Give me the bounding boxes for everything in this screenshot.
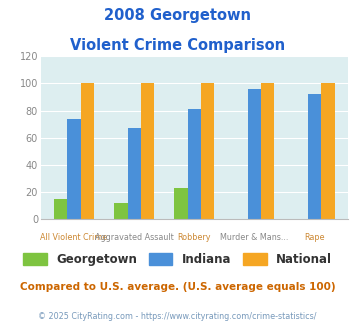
- Bar: [67, 119, 81, 219]
- Bar: [114, 203, 127, 219]
- Text: 2008 Georgetown: 2008 Georgetown: [104, 8, 251, 23]
- Bar: [248, 89, 261, 219]
- Text: Aggravated Assault: Aggravated Assault: [95, 233, 174, 242]
- Bar: [175, 188, 188, 219]
- Bar: [261, 83, 274, 219]
- Text: Robbery: Robbery: [178, 233, 211, 242]
- Text: All Violent Crime: All Violent Crime: [40, 233, 108, 242]
- Text: © 2025 CityRating.com - https://www.cityrating.com/crime-statistics/: © 2025 CityRating.com - https://www.city…: [38, 312, 317, 321]
- Text: Rape: Rape: [305, 233, 325, 242]
- Text: Murder & Mans...: Murder & Mans...: [220, 233, 289, 242]
- Bar: [188, 109, 201, 219]
- Bar: [81, 83, 94, 219]
- Bar: [127, 128, 141, 219]
- Text: Violent Crime Comparison: Violent Crime Comparison: [70, 38, 285, 53]
- Bar: [141, 83, 154, 219]
- Bar: [321, 83, 335, 219]
- Bar: [308, 94, 321, 219]
- Legend: Georgetown, Indiana, National: Georgetown, Indiana, National: [18, 248, 337, 271]
- Bar: [54, 199, 67, 219]
- Text: Compared to U.S. average. (U.S. average equals 100): Compared to U.S. average. (U.S. average …: [20, 282, 335, 292]
- Bar: [201, 83, 214, 219]
